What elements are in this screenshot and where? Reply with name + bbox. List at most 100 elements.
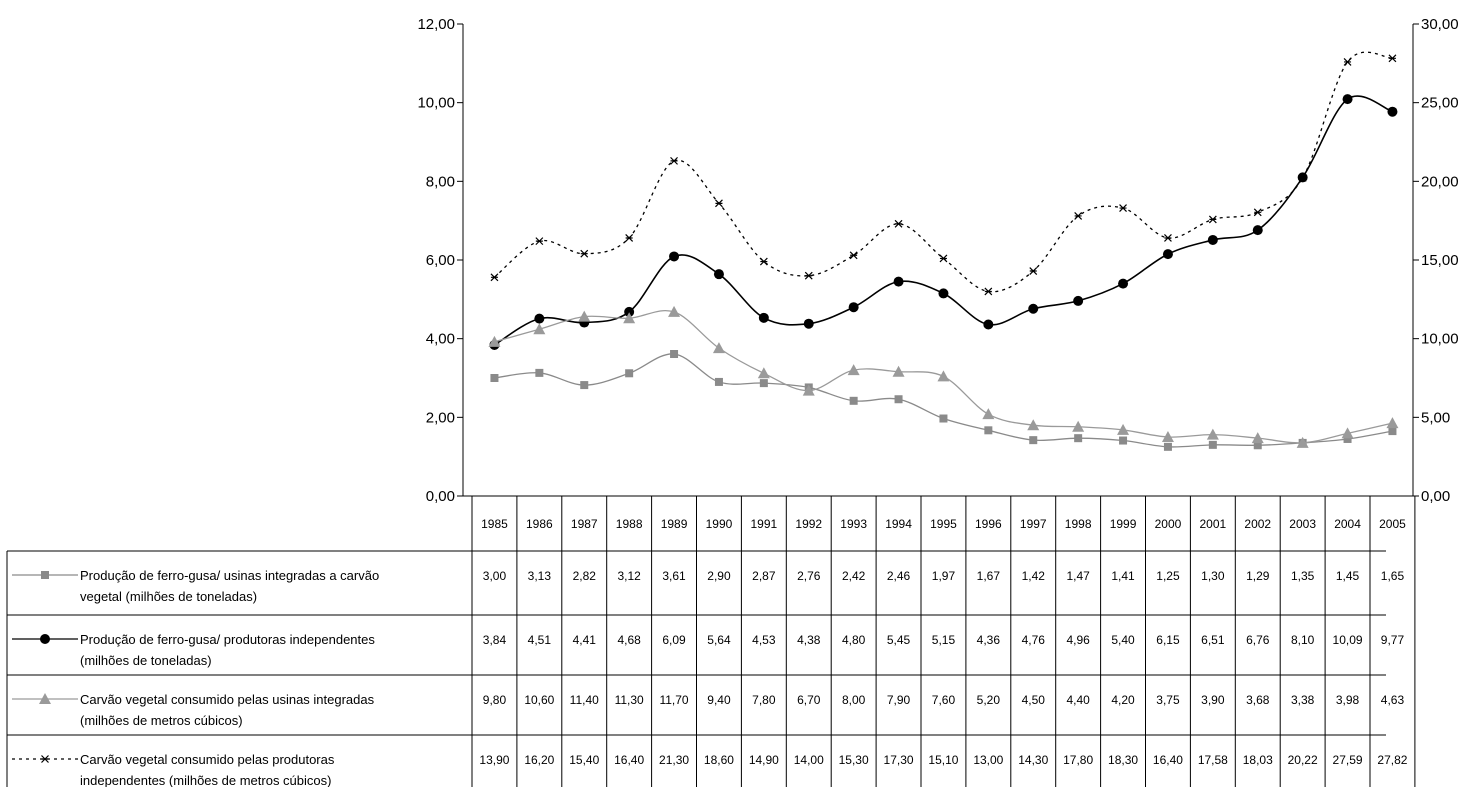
data-point-usinas-integradas-gusa — [1208, 440, 1217, 449]
table-cell-independentes-carvao: 17,80 — [1063, 753, 1093, 767]
table-cell-independentes-gusa: 5,45 — [887, 633, 911, 647]
table-cell-independentes-gusa: 9,77 — [1381, 633, 1405, 647]
data-point-independentes-gusa — [893, 276, 904, 287]
data-point-independentes-gusa — [1387, 106, 1398, 117]
data-point-usinas-integradas-gusa — [625, 369, 634, 378]
data-point-independentes-carvao — [1164, 234, 1172, 242]
table-cell-independentes-carvao: 14,90 — [749, 753, 779, 767]
table-cell-usinas-integradas-carvao: 11,30 — [615, 693, 644, 707]
year-label: 1994 — [885, 517, 912, 531]
table-cell-independentes-carvao: 15,30 — [839, 753, 869, 767]
left-y-tick-label: 2,00 — [426, 409, 455, 426]
year-label: 1997 — [1020, 517, 1047, 531]
table-cell-independentes-carvao: 18,60 — [704, 753, 734, 767]
table-cell-independentes-gusa: 6,51 — [1201, 633, 1225, 647]
table-cell-independentes-carvao: 15,40 — [569, 753, 599, 767]
table-cell-independentes-gusa: 4,96 — [1066, 633, 1090, 647]
table-cell-usinas-integradas-carvao: 3,90 — [1201, 693, 1225, 707]
data-point-independentes-carvao — [984, 287, 993, 296]
table-cell-independentes-gusa: 8,10 — [1291, 633, 1315, 647]
legend-label-independentes-gusa: Produção de ferro-gusa/ produtoras indep… — [80, 632, 375, 647]
table-cell-independentes-carvao: 27,82 — [1377, 753, 1407, 767]
legend-label-independentes-carvao: Carvão vegetal consumido pelas produtora… — [80, 752, 335, 767]
table-cell-independentes-gusa: 4,51 — [528, 633, 552, 647]
table-cell-independentes-gusa: 5,15 — [932, 633, 956, 647]
table-cell-usinas-integradas-gusa: 3,61 — [662, 569, 686, 583]
data-point-independentes-gusa — [1162, 249, 1173, 260]
data-point-usinas-integradas-gusa — [894, 395, 903, 404]
data-point-independentes-gusa — [1028, 303, 1039, 314]
legend-label-independentes-carvao: independentes (milhões de metros cúbicos… — [80, 773, 331, 787]
left-y-tick-label: 8,00 — [426, 173, 455, 190]
data-point-independentes-carvao — [1298, 173, 1307, 182]
table-cell-usinas-integradas-carvao: 4,20 — [1111, 693, 1135, 707]
data-point-usinas-integradas-gusa — [714, 377, 723, 386]
table-cell-usinas-integradas-gusa: 3,00 — [483, 569, 507, 583]
year-label: 1999 — [1110, 517, 1137, 531]
data-point-independentes-carvao — [1208, 215, 1217, 224]
left-y-tick-label: 12,00 — [417, 16, 455, 33]
data-point-independentes-carvao — [670, 156, 678, 165]
year-label: 1993 — [840, 517, 867, 531]
data-point-independentes-carvao — [625, 234, 634, 242]
year-label: 2001 — [1199, 517, 1226, 531]
table-cell-usinas-integradas-gusa: 3,13 — [528, 569, 552, 583]
table-cell-usinas-integradas-gusa: 2,46 — [887, 569, 911, 583]
data-point-independentes-gusa — [1342, 94, 1353, 105]
table-cell-usinas-integradas-carvao: 7,60 — [932, 693, 956, 707]
data-point-independentes-gusa — [1118, 278, 1129, 289]
data-point-independentes-gusa — [848, 302, 859, 313]
data-point-independentes-gusa — [758, 312, 769, 323]
data-point-usinas-integradas-carvao — [578, 310, 591, 322]
data-point-usinas-integradas-gusa — [1029, 436, 1038, 445]
data-point-independentes-gusa — [534, 313, 545, 324]
year-label: 1992 — [795, 517, 822, 531]
table-cell-usinas-integradas-carvao: 7,80 — [752, 693, 776, 707]
left-y-tick-label: 6,00 — [426, 252, 455, 269]
data-point-independentes-carvao — [580, 249, 589, 258]
data-point-independentes-gusa — [713, 269, 724, 280]
year-label: 1996 — [975, 517, 1002, 531]
data-point-usinas-integradas-carvao — [982, 408, 995, 420]
table-cell-independentes-gusa: 4,68 — [617, 633, 641, 647]
series-line-independentes-carvao — [494, 51, 1393, 293]
table-cell-usinas-integradas-gusa: 1,47 — [1066, 569, 1090, 583]
year-label: 1998 — [1065, 517, 1092, 531]
table-cell-usinas-integradas-carvao: 9,80 — [483, 693, 507, 707]
year-label: 1990 — [706, 517, 733, 531]
table-cell-independentes-carvao: 17,30 — [884, 753, 914, 767]
table-cell-usinas-integradas-gusa: 1,35 — [1291, 569, 1315, 583]
data-point-usinas-integradas-carvao — [1386, 417, 1399, 429]
table-cell-independentes-carvao: 13,00 — [973, 753, 1003, 767]
table-cell-independentes-carvao: 14,00 — [794, 753, 824, 767]
year-label: 2004 — [1334, 517, 1361, 531]
data-point-usinas-integradas-carvao — [892, 365, 905, 377]
table-cell-usinas-integradas-carvao: 8,00 — [842, 693, 866, 707]
data-point-usinas-integradas-carvao — [1117, 423, 1130, 435]
table-cell-usinas-integradas-gusa: 1,65 — [1381, 569, 1405, 583]
legend-label-independentes-gusa: (milhões de toneladas) — [80, 653, 212, 668]
data-point-independentes-gusa — [1207, 234, 1218, 245]
data-point-independentes-carvao — [490, 273, 499, 282]
data-point-usinas-integradas-carvao — [533, 323, 546, 335]
table-cell-independentes-gusa: 4,76 — [1022, 633, 1046, 647]
right-y-tick-label: 5,00 — [1421, 409, 1450, 426]
table-cell-independentes-gusa: 4,38 — [797, 633, 821, 647]
table-cell-usinas-integradas-carvao: 4,50 — [1022, 693, 1046, 707]
table-cell-usinas-integradas-carvao: 3,68 — [1246, 693, 1270, 707]
table-cell-usinas-integradas-gusa: 2,87 — [752, 569, 776, 583]
data-point-independentes-gusa — [1073, 295, 1084, 306]
legend-label-usinas-integradas-carvao: (milhões de metros cúbicos) — [80, 713, 243, 728]
right-y-tick-label: 30,00 — [1421, 16, 1459, 33]
data-point-independentes-carvao — [1119, 204, 1127, 213]
table-cell-usinas-integradas-carvao: 3,75 — [1156, 693, 1180, 707]
right-y-tick-label: 20,00 — [1421, 173, 1459, 190]
year-label: 2005 — [1379, 517, 1406, 531]
table-cell-usinas-integradas-carvao: 7,90 — [887, 693, 911, 707]
table-cell-usinas-integradas-carvao: 9,40 — [707, 693, 731, 707]
year-label: 2000 — [1155, 517, 1182, 531]
data-point-usinas-integradas-gusa — [1119, 436, 1128, 445]
right-y-tick-label: 10,00 — [1421, 331, 1459, 348]
data-point-usinas-integradas-carvao — [712, 342, 725, 354]
table-cell-independentes-carvao: 17,58 — [1198, 753, 1228, 767]
